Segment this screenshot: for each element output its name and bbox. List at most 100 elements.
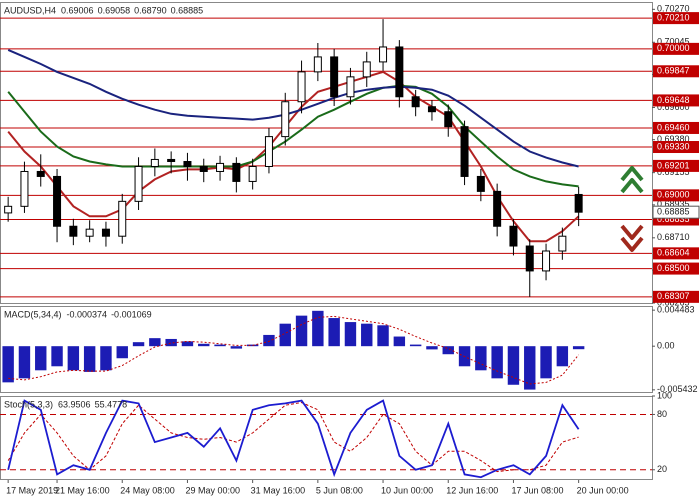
macd-bar [35, 346, 47, 371]
current-price-box [652, 205, 700, 219]
candle-body [493, 190, 502, 227]
y-tick-label: 0.00 [657, 341, 675, 351]
x-tick-label: 5 Jun 08:00 [316, 485, 363, 495]
macd-bar [51, 346, 63, 367]
candle-body [118, 200, 127, 237]
level-label-box [653, 262, 699, 275]
macd-bar [18, 346, 31, 379]
x-tick-label: 12 Jun 16:00 [446, 485, 498, 495]
candle-body [134, 165, 143, 202]
level-label-box [653, 65, 699, 78]
y-tick-label: 100 [657, 390, 672, 400]
candle-body [346, 76, 355, 98]
candle-body [362, 61, 371, 78]
readout: 0.69006 [61, 5, 94, 15]
level-label-box [653, 290, 699, 303]
candle-body [411, 96, 420, 108]
x-tick-label: 21 May 16:00 [55, 485, 110, 495]
candle-body [248, 165, 257, 182]
level-label: 0.70000 [657, 43, 690, 53]
y-tick-label: 0.69380 [657, 134, 690, 144]
candle-body [232, 162, 241, 182]
macd-bar [572, 346, 585, 350]
candle-body [150, 158, 159, 167]
macd-bar [393, 336, 406, 347]
macd-bar [263, 334, 275, 347]
macd-bar [295, 315, 308, 347]
panel-frame [0, 306, 653, 393]
line [7, 399, 580, 479]
candle-body [4, 205, 13, 214]
macd-bar [100, 346, 112, 371]
up-arrow [620, 166, 644, 194]
macd-bar [230, 346, 243, 349]
readout: -0.001069 [111, 309, 152, 319]
macd-bar [491, 346, 503, 379]
panel-title: MACD(5,34,4) [4, 309, 62, 319]
candle-body [313, 56, 322, 73]
readout: 0.68790 [134, 5, 167, 15]
signal-arrows [620, 166, 644, 252]
y-tick-label: 0.70045 [657, 37, 690, 47]
candle-body [525, 245, 534, 272]
line [7, 70, 580, 243]
level-label: 0.68835 [657, 214, 690, 224]
y-tick-label: 0.68710 [657, 232, 690, 242]
candle-body [53, 175, 62, 227]
candle-body [85, 228, 94, 237]
level-label: 0.69000 [657, 190, 690, 200]
y-tick-label: 20 [657, 464, 667, 474]
macd-bar [540, 346, 552, 379]
macd-bar [344, 322, 357, 347]
level-label-box [653, 121, 699, 134]
level-label-box [653, 42, 699, 55]
candle-body [199, 165, 208, 172]
y-tick-label: 80 [657, 409, 667, 419]
x-tick-label: 24 May 08:00 [120, 485, 175, 495]
candle-body [69, 225, 78, 237]
x-tick-label: 17 Jun 08:00 [511, 485, 563, 495]
macd-bar [67, 346, 80, 371]
candle-body [36, 170, 45, 177]
candle-body [509, 225, 518, 247]
line [7, 48, 579, 168]
macd-bar [279, 323, 291, 347]
x-tick-label: 20 Jun 00:00 [577, 485, 629, 495]
line [8, 315, 579, 385]
level-label: 0.68500 [657, 263, 690, 273]
y-tick-label: 0.004483 [657, 305, 695, 315]
y-tick-label: 0.69155 [657, 167, 690, 177]
readout: 0.68885 [171, 5, 204, 15]
candle-body [20, 170, 29, 207]
level-label: 0.69330 [657, 141, 690, 151]
candle-body [101, 228, 110, 237]
level-label: 0.68604 [657, 248, 690, 258]
level-label-box [653, 159, 699, 172]
readout: 0.69058 [98, 5, 131, 15]
macd-bar [361, 323, 373, 347]
readout: 63.9506 [58, 399, 91, 409]
level-label: 0.70210 [657, 12, 690, 22]
macd-bar [475, 346, 487, 371]
macd-bar [2, 346, 14, 383]
line [7, 84, 579, 188]
macd-bar [312, 310, 324, 347]
candle-body [542, 250, 551, 272]
candle-body [167, 158, 176, 163]
y-tick-label: -0.005432 [657, 384, 698, 394]
readout: -0.000374 [67, 309, 108, 319]
y-tick-label: 0.69600 [657, 102, 690, 112]
candle-body [395, 46, 404, 98]
panel-title: AUDUSD,H4 [4, 5, 56, 15]
macd-bar [132, 342, 145, 347]
down-arrow [620, 224, 644, 252]
candle-body [183, 161, 192, 167]
level-label: 0.69648 [657, 95, 690, 105]
panel-frame [0, 2, 653, 304]
macd-bar [198, 343, 210, 347]
candle-body [281, 101, 290, 138]
level-label-box [653, 94, 699, 107]
level-label-box [653, 141, 699, 154]
